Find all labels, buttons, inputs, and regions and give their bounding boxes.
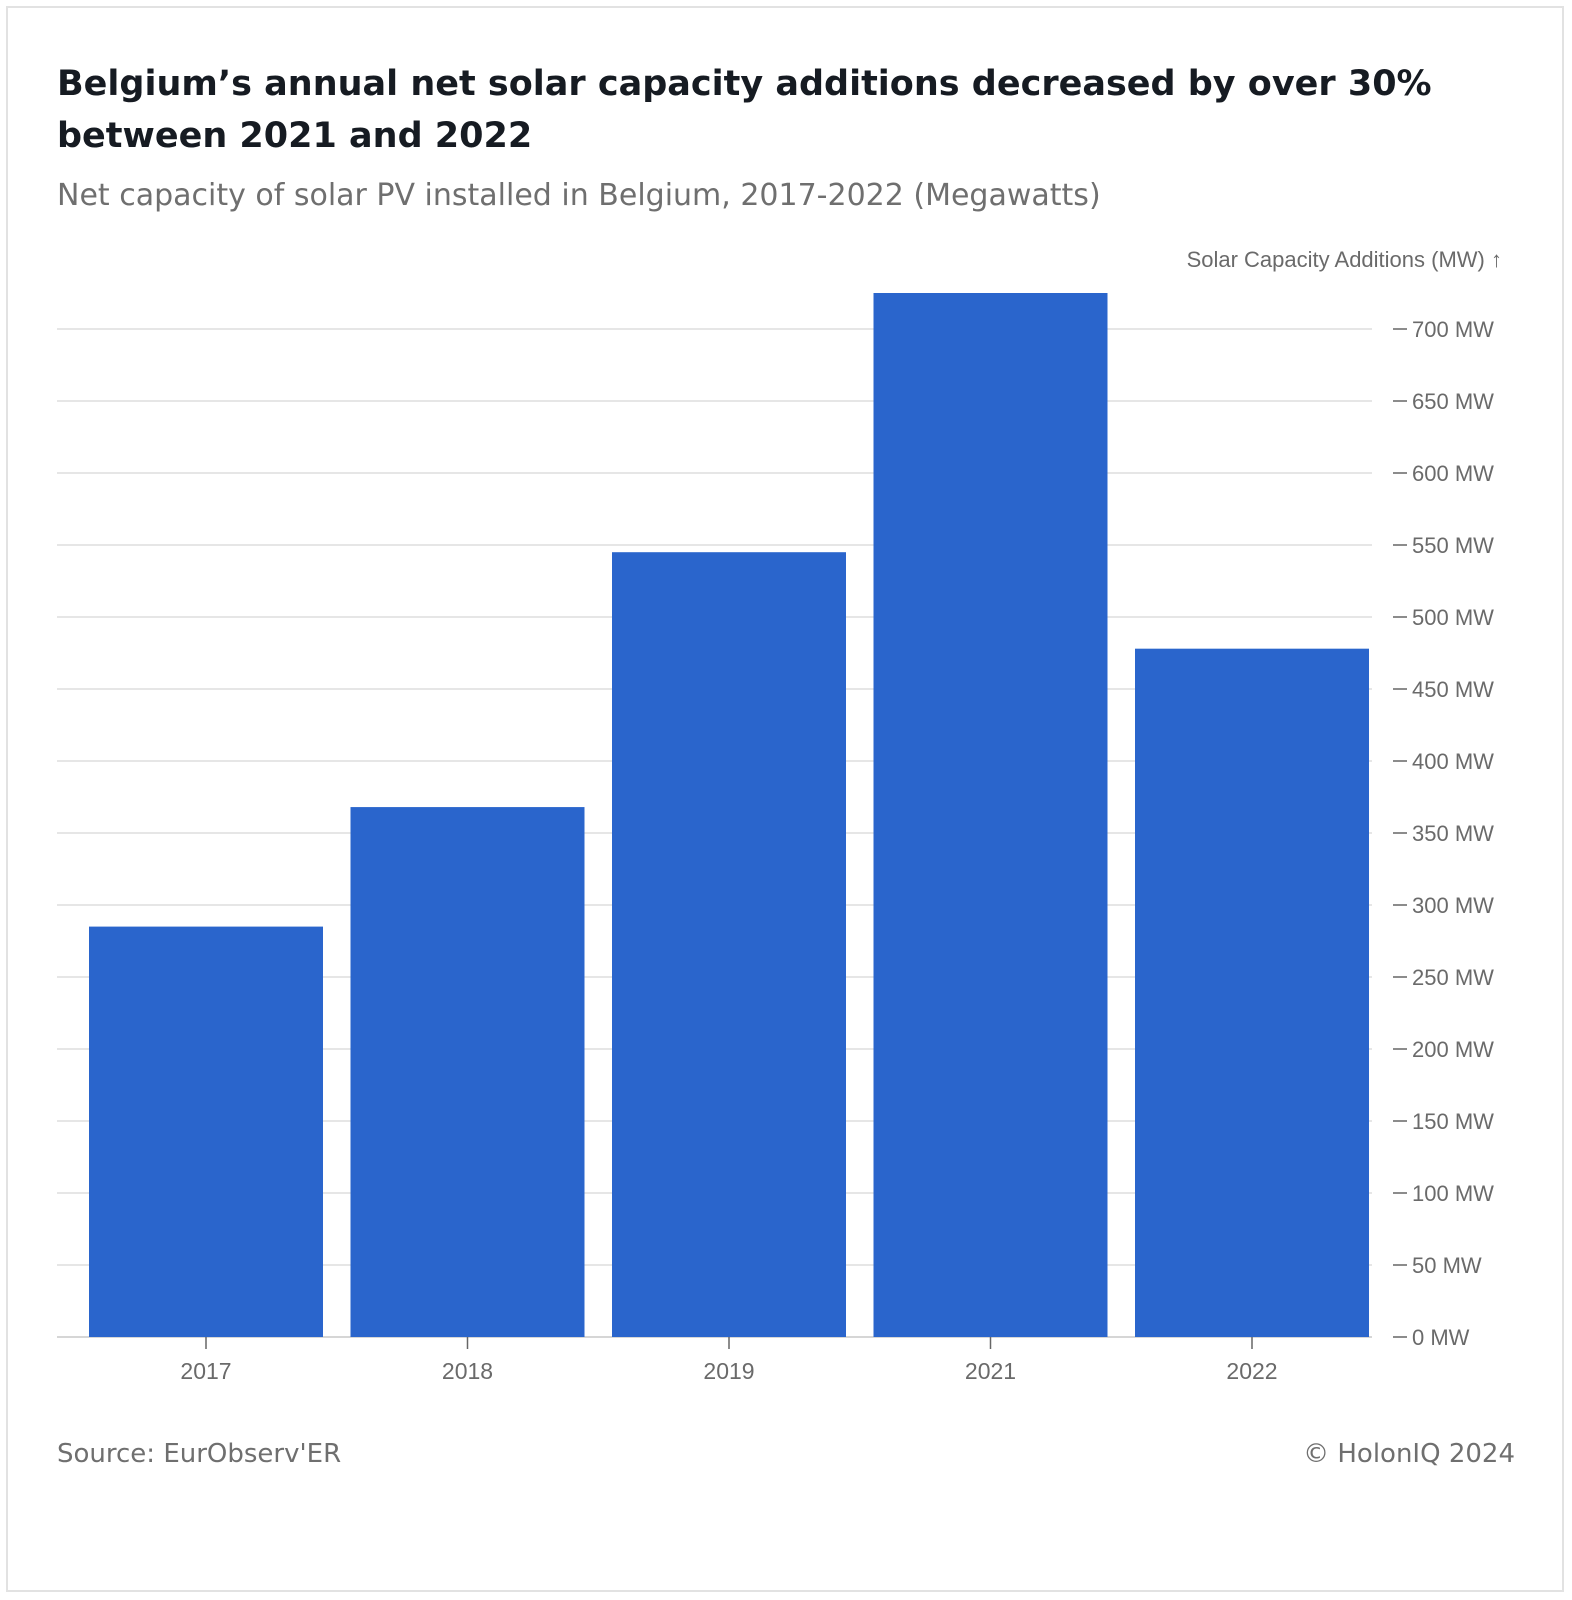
copyright-note: © HolonIQ 2024 — [1303, 1439, 1515, 1469]
y-tick-label: 50 MW — [1412, 1253, 1482, 1278]
x-tick-label: 2022 — [1226, 1358, 1277, 1384]
x-tick-label: 2018 — [442, 1358, 493, 1384]
y-tick-label: 550 MW — [1412, 533, 1494, 558]
chart-title: Belgium’s annual net solar capacity addi… — [57, 64, 1432, 156]
y-tick-label: 100 MW — [1412, 1181, 1494, 1206]
source-note: Source: EurObserv'ER — [57, 1439, 342, 1469]
y-axis-label: Solar Capacity Additions (MW) ↑ — [1187, 247, 1502, 272]
bar — [89, 926, 323, 1337]
bar — [873, 293, 1108, 1337]
y-tick-label: 700 MW — [1412, 317, 1494, 342]
y-tick-label: 200 MW — [1412, 1037, 1494, 1062]
y-tick-label: 600 MW — [1412, 461, 1494, 486]
y-tick-label: 250 MW — [1412, 965, 1494, 990]
y-tick-label: 500 MW — [1412, 605, 1494, 630]
x-tick-label: 2021 — [965, 1358, 1016, 1384]
x-tick-label: 2017 — [180, 1358, 231, 1384]
y-tick-label: 0 MW — [1412, 1325, 1470, 1350]
y-tick-label: 350 MW — [1412, 821, 1494, 846]
y-tick-label: 150 MW — [1412, 1109, 1494, 1134]
y-tick-label: 400 MW — [1412, 749, 1494, 774]
bar — [350, 807, 585, 1337]
bar — [612, 552, 846, 1337]
y-tick-label: 450 MW — [1412, 677, 1494, 702]
bar — [1135, 648, 1369, 1337]
y-tick-label: 300 MW — [1412, 893, 1494, 918]
x-tick-label: 2019 — [703, 1358, 754, 1384]
y-tick-label: 650 MW — [1412, 389, 1494, 414]
chart-subtitle: Net capacity of solar PV installed in Be… — [57, 178, 1101, 213]
